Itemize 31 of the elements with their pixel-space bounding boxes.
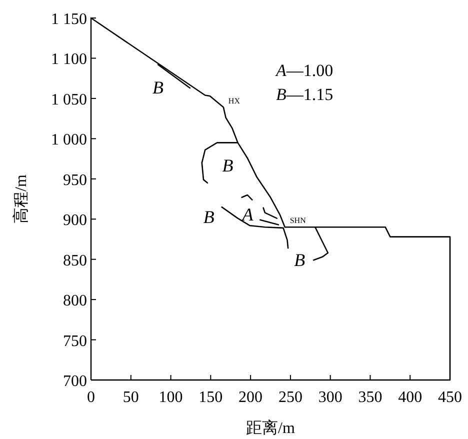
annotation: HX [228, 96, 240, 106]
x-tick-label: 300 [318, 389, 342, 406]
series-label: B [222, 156, 234, 176]
y-tick-label: 1 000 [51, 132, 87, 149]
x-tick-label: 450 [438, 389, 462, 406]
y-tick-label: 800 [63, 292, 87, 310]
x-tick-label: 50 [122, 389, 139, 406]
series-label: B [294, 250, 306, 270]
y-tick-label: 1 100 [51, 51, 87, 68]
x-tick-label: 200 [238, 389, 263, 406]
x-tick-label: 350 [358, 389, 382, 406]
y-axis-title: 高程/m [12, 174, 30, 224]
series-label: B [203, 207, 214, 228]
annotation: B—1.15 [276, 85, 334, 104]
x-tick-label: 100 [158, 389, 183, 406]
x-tick-label: 250 [278, 389, 302, 406]
y-tick-label: 1 050 [51, 91, 87, 108]
x-axis-title: 距离/m [246, 419, 296, 437]
y-tick-label: 950 [63, 172, 87, 189]
y-tick-label: 700 [63, 373, 87, 390]
x-tick-label: 400 [398, 389, 422, 406]
x-tick-label: 0 [87, 389, 95, 406]
y-tick-label: 1 150 [51, 11, 87, 28]
annotation: SHN [290, 216, 306, 226]
series-label: B [152, 78, 164, 98]
y-tick-label: 750 [63, 332, 87, 350]
annotation: A—1.00 [276, 61, 334, 80]
y-tick-label: 850 [63, 252, 87, 270]
x-tick-label: 150 [198, 389, 223, 406]
y-tick-label: 900 [63, 212, 87, 230]
series-label: A [241, 204, 254, 224]
